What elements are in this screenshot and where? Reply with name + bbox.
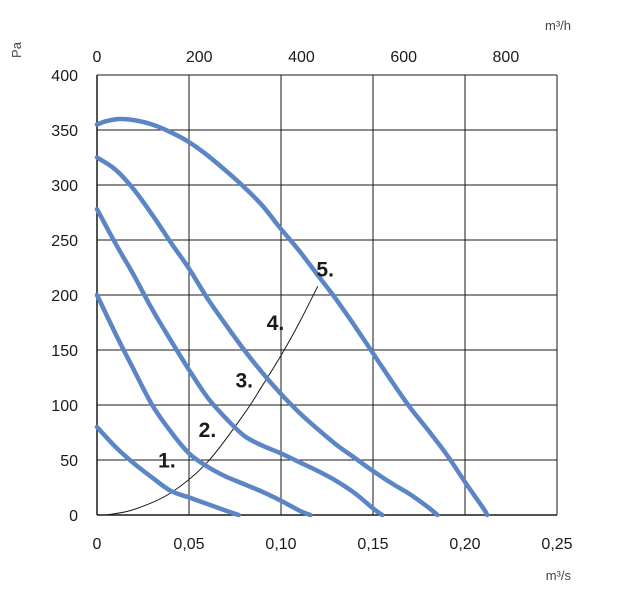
x-axis-ticks: 0 0,05 0,10 0,15 0,20 0,25 — [93, 536, 573, 553]
top-x-unit-label: m³/h — [545, 18, 571, 33]
y-axis-ticks: 0 50 100 150 200 250 300 350 400 — [51, 68, 78, 525]
x-tick-label: 0 — [93, 536, 102, 553]
fan-curve-label-3: 3. — [235, 369, 253, 392]
y-tick-label: 400 — [51, 68, 78, 85]
bottom-x-unit-label: m³/s — [546, 568, 572, 583]
top-x-axis-ticks: 0 200 400 600 800 — [93, 49, 520, 66]
y-tick-label: 0 — [69, 508, 78, 525]
system-curve — [106, 285, 319, 516]
x-tick-label: 0,05 — [173, 536, 204, 553]
fan-curve-2 — [94, 292, 313, 518]
top-x-tick-label: 0 — [93, 49, 102, 66]
y-tick-label: 50 — [60, 453, 78, 470]
fan-curve-label-5: 5. — [316, 258, 334, 281]
fan-curve-3 — [94, 206, 385, 518]
top-x-tick-label: 800 — [493, 49, 520, 66]
x-tick-label: 0,20 — [449, 536, 480, 553]
y-tick-label: 200 — [51, 288, 78, 305]
y-tick-label: 150 — [51, 343, 78, 360]
fan-curve-5 — [94, 116, 490, 518]
series-layer: 1. 2. 3. 4. 5. — [94, 116, 490, 518]
y-tick-label: 250 — [51, 233, 78, 250]
fan-curve-1 — [94, 424, 241, 518]
fan-curve-label-4: 4. — [267, 312, 285, 335]
top-x-tick-label: 600 — [390, 49, 417, 66]
y-tick-label: 300 — [51, 178, 78, 195]
x-tick-label: 0,10 — [265, 536, 296, 553]
system-curve-layer — [106, 285, 319, 516]
fan-curve-label-2: 2. — [199, 419, 217, 442]
fan-curve-4 — [94, 155, 440, 518]
axes: 0 50 100 150 200 250 300 350 400 0 0,05 0,10 0,15 0,… — [51, 49, 572, 553]
fan-curve-label-1: 1. — [158, 450, 176, 473]
top-x-tick-label: 400 — [288, 49, 315, 66]
x-tick-label: 0,15 — [357, 536, 388, 553]
top-x-tick-label: 200 — [186, 49, 213, 66]
y-tick-label: 100 — [51, 398, 78, 415]
y-tick-label: 350 — [51, 123, 78, 140]
y-unit-label: Pa — [9, 41, 24, 58]
x-tick-label: 0,25 — [541, 536, 572, 553]
